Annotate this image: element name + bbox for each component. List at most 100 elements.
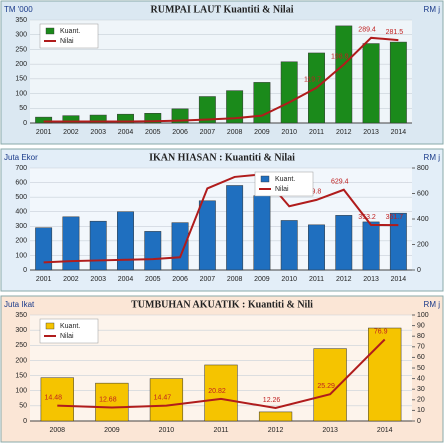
legend-label: Nilai bbox=[60, 333, 74, 340]
x-tick-label: 2009 bbox=[254, 129, 270, 136]
x-tick-label: 2008 bbox=[227, 276, 243, 283]
bar bbox=[368, 327, 402, 422]
y2-tick-label: 80 bbox=[417, 333, 425, 340]
y2-axis-label: RM j bbox=[424, 300, 441, 309]
bar bbox=[362, 221, 380, 271]
bar bbox=[35, 227, 53, 271]
x-tick-label: 2012 bbox=[336, 129, 352, 136]
bar bbox=[89, 114, 107, 124]
bar bbox=[313, 348, 347, 422]
bar bbox=[204, 364, 238, 422]
legend-label: Nilai bbox=[60, 38, 74, 45]
x-tick-label: 2011 bbox=[213, 427, 228, 434]
bar bbox=[389, 41, 407, 124]
y-tick-label: 300 bbox=[15, 32, 27, 39]
legend-label: Kuant. bbox=[275, 176, 295, 183]
y2-tick-label: 40 bbox=[417, 375, 425, 382]
y2-tick-label: 60 bbox=[417, 354, 425, 361]
bar bbox=[280, 220, 298, 271]
x-tick-label: 2005 bbox=[145, 129, 161, 136]
x-tick-label: 2006 bbox=[172, 129, 188, 136]
y-tick-label: 200 bbox=[15, 61, 27, 68]
bar bbox=[226, 90, 244, 124]
x-tick-label: 2002 bbox=[63, 129, 79, 136]
data-label: 20.82 bbox=[208, 388, 226, 395]
y-tick-label: 300 bbox=[15, 223, 27, 230]
legend-swatch bbox=[45, 322, 55, 330]
y2-tick-label: 30 bbox=[417, 386, 425, 393]
x-tick-label: 2001 bbox=[36, 129, 52, 136]
y2-tick-label: 50 bbox=[417, 365, 425, 372]
x-tick-label: 2008 bbox=[49, 427, 65, 434]
bar bbox=[117, 113, 134, 124]
y-axis-label: TM '000 bbox=[4, 5, 33, 14]
line bbox=[57, 338, 386, 410]
x-tick-label: 2003 bbox=[90, 276, 106, 283]
bar bbox=[149, 378, 184, 422]
bar bbox=[35, 116, 53, 124]
legend-label: Nilai bbox=[275, 186, 289, 193]
x-tick-label: 2012 bbox=[268, 427, 284, 434]
x-tick-label: 2004 bbox=[118, 276, 134, 283]
x-tick-label: 2011 bbox=[309, 129, 324, 136]
y-tick-label: 300 bbox=[15, 327, 27, 334]
x-tick-label: 2009 bbox=[254, 276, 270, 283]
data-label: 629.4 bbox=[331, 179, 349, 186]
data-label: 14.48 bbox=[45, 394, 63, 401]
line bbox=[43, 36, 399, 123]
y-tick-label: 200 bbox=[15, 238, 27, 245]
y-tick-label: 350 bbox=[15, 17, 27, 24]
legend-label: Kuant. bbox=[60, 323, 80, 330]
x-tick-label: 2004 bbox=[118, 129, 134, 136]
bar bbox=[308, 224, 325, 271]
y-tick-label: 250 bbox=[15, 46, 27, 53]
y-tick-label: 400 bbox=[15, 209, 27, 216]
y2-tick-label: 600 bbox=[417, 190, 429, 197]
x-tick-label: 2011 bbox=[309, 276, 324, 283]
legend-swatch bbox=[260, 175, 270, 183]
y-tick-label: 200 bbox=[15, 357, 27, 364]
x-tick-label: 2014 bbox=[391, 129, 407, 136]
data-label: 281.5 bbox=[386, 29, 404, 36]
bar bbox=[335, 25, 353, 124]
x-tick-label: 2005 bbox=[145, 276, 161, 283]
y-tick-label: 50 bbox=[19, 403, 27, 410]
x-tick-label: 2007 bbox=[200, 129, 216, 136]
y2-tick-label: 800 bbox=[417, 165, 429, 172]
legend-swatch bbox=[45, 27, 55, 35]
y2-tick-label: 0 bbox=[417, 418, 421, 425]
y2-tick-label: 70 bbox=[417, 344, 425, 351]
y2-tick-label: 400 bbox=[417, 216, 429, 223]
x-tick-label: 2003 bbox=[90, 129, 106, 136]
data-label: 12.68 bbox=[99, 396, 117, 403]
x-tick-label: 2013 bbox=[322, 427, 338, 434]
data-label: 119.7 bbox=[304, 77, 321, 84]
chart-title: TUMBUHAN AKUATIK : Kuantiti & Nili bbox=[131, 299, 313, 310]
bar bbox=[389, 212, 407, 271]
y2-tick-label: 200 bbox=[417, 241, 429, 248]
bar bbox=[198, 200, 216, 271]
line bbox=[43, 173, 399, 264]
bar bbox=[253, 195, 271, 271]
legend-label: Kuant. bbox=[60, 28, 80, 35]
y-tick-label: 0 bbox=[23, 120, 27, 127]
x-tick-label: 2006 bbox=[172, 276, 188, 283]
bar bbox=[89, 220, 107, 271]
data-label: 353.2 bbox=[358, 214, 376, 221]
y-axis-label: Juta Ikat bbox=[4, 300, 35, 309]
x-tick-label: 2013 bbox=[363, 129, 379, 136]
x-tick-label: 2010 bbox=[281, 129, 297, 136]
x-tick-label: 2008 bbox=[227, 129, 243, 136]
data-label: 289.4 bbox=[358, 27, 376, 34]
data-label: 76.9 bbox=[374, 328, 388, 335]
x-tick-label: 2014 bbox=[377, 427, 393, 434]
y2-tick-label: 20 bbox=[417, 397, 425, 404]
x-tick-label: 2007 bbox=[200, 276, 216, 283]
y-tick-label: 100 bbox=[15, 388, 27, 395]
y-tick-label: 100 bbox=[15, 90, 27, 97]
x-tick-label: 2010 bbox=[281, 276, 297, 283]
y2-tick-label: 10 bbox=[417, 407, 425, 414]
y-axis-label: Juta Ekor bbox=[4, 153, 38, 162]
data-label: 198.9 bbox=[331, 53, 349, 60]
